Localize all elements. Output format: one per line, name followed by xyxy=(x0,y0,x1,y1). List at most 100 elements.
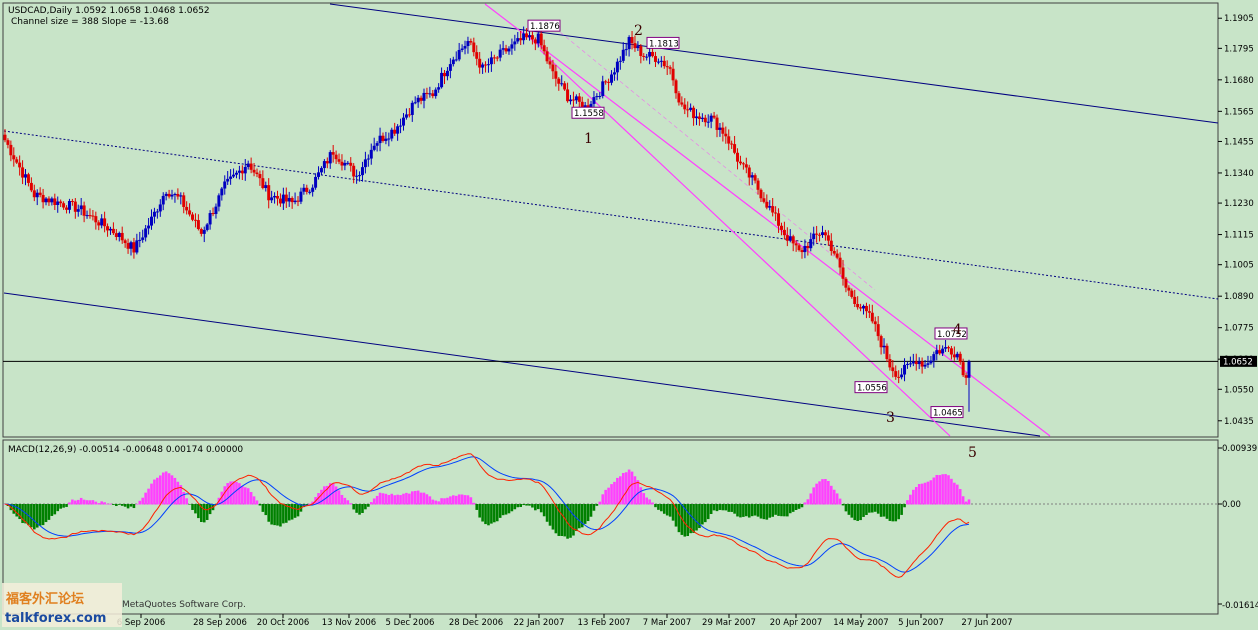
macd-histogram-bar xyxy=(800,504,804,508)
candle-body xyxy=(363,159,367,168)
macd-histogram-bar xyxy=(815,483,818,505)
candle-body xyxy=(885,345,889,360)
candle-body xyxy=(264,185,268,189)
candle-body xyxy=(428,93,432,95)
macd-histogram-bar xyxy=(91,500,95,505)
candle-body xyxy=(234,172,238,175)
candle-body xyxy=(123,240,127,244)
trend-channel-upper[interactable] xyxy=(484,3,1051,437)
candle-body xyxy=(82,205,86,216)
macd-histogram-bar xyxy=(765,504,769,520)
macd-histogram-bar xyxy=(522,504,525,506)
candle-body xyxy=(718,127,722,130)
candle-body xyxy=(586,105,590,108)
channel-lower-line[interactable] xyxy=(3,292,1041,437)
macd-histogram-bar xyxy=(621,473,625,505)
macd-histogram-bar xyxy=(871,504,874,513)
candle-body xyxy=(261,178,265,189)
candle-body xyxy=(525,33,529,38)
macd-histogram-bar xyxy=(604,489,607,505)
price-axis-label: 1.1680 xyxy=(1224,76,1254,86)
date-axis-label: 5 Jun 2007 xyxy=(898,618,944,628)
macd-histogram-bar xyxy=(774,504,777,515)
candle-body xyxy=(636,46,640,49)
macd-histogram-bar xyxy=(903,504,906,508)
macd-histogram-bar xyxy=(238,483,241,505)
price-label-text: 1.0465 xyxy=(933,409,963,419)
candle-body xyxy=(736,152,740,162)
macd-histogram-bar xyxy=(964,501,968,505)
candle-body xyxy=(958,353,962,363)
macd-histogram-bar xyxy=(747,504,751,518)
macd-histogram-bar xyxy=(97,503,101,505)
macd-histogram-bar xyxy=(158,475,162,505)
candle-body xyxy=(876,324,880,337)
macd-histogram-bar xyxy=(323,486,326,505)
candle-body xyxy=(410,102,414,115)
candle-body xyxy=(463,46,467,49)
candle-body xyxy=(941,348,945,354)
macd-histogram-bar xyxy=(668,504,672,517)
macd-histogram-bar xyxy=(516,504,520,508)
trend-channel-lower[interactable] xyxy=(539,49,951,437)
candle-body xyxy=(563,83,567,90)
macd-histogram-bar xyxy=(806,499,810,505)
candle-body xyxy=(639,46,643,56)
date-axis-label: 6 Sep 2006 xyxy=(117,618,165,628)
macd-histogram-bar xyxy=(255,500,259,505)
candle-body xyxy=(633,43,637,49)
candle-body xyxy=(730,143,734,145)
price-axis-label: 1.1230 xyxy=(1224,199,1254,209)
candle-body xyxy=(360,167,364,176)
candle-body xyxy=(683,104,687,110)
trend-channel-middle[interactable] xyxy=(554,27,876,291)
macd-histogram-bar xyxy=(308,503,312,505)
candle-body xyxy=(401,117,405,126)
candle-body xyxy=(932,354,936,361)
date-axis-label: 20 Apr 2007 xyxy=(770,618,823,628)
candle-body xyxy=(443,72,447,77)
candle-body xyxy=(293,200,297,203)
macd-histogram-bar xyxy=(331,483,335,505)
candle-body xyxy=(826,235,830,241)
candle-body xyxy=(299,191,303,202)
macd-histogram-bar xyxy=(53,504,57,515)
macd-histogram-bar xyxy=(267,504,271,522)
candle-body xyxy=(788,236,792,241)
macd-histogram-bar xyxy=(182,492,186,505)
candle-body xyxy=(135,240,139,253)
candle-body xyxy=(522,33,526,41)
candle-body xyxy=(630,37,634,44)
channel-middle-line[interactable] xyxy=(3,130,1219,300)
macd-histogram-bar xyxy=(894,504,898,522)
macd-histogram-bar xyxy=(832,489,836,505)
macd-histogram-bar xyxy=(794,504,798,510)
macd-histogram-bar xyxy=(639,487,643,505)
macd-histogram-bar xyxy=(129,504,133,507)
macd-histogram-bar xyxy=(490,504,493,524)
macd-histogram-bar xyxy=(167,473,171,505)
macd-histogram-bar xyxy=(82,499,86,505)
date-axis-label: 7 Mar 2007 xyxy=(643,618,691,628)
channel-lines xyxy=(3,3,1219,437)
candle-body xyxy=(384,138,388,141)
candle-body xyxy=(492,57,496,59)
macd-histogram-bar xyxy=(164,471,168,505)
candle-body xyxy=(624,49,628,51)
price-label-text: 1.1876 xyxy=(530,22,560,32)
candle-body xyxy=(756,180,760,190)
channel-upper-line[interactable] xyxy=(329,3,1219,124)
candle-body xyxy=(935,350,939,355)
candle-body xyxy=(803,245,807,253)
candle-body xyxy=(202,229,206,234)
macd-histogram-bar xyxy=(402,493,405,505)
candle-body xyxy=(557,78,561,84)
macd-histogram-bar xyxy=(41,504,45,526)
macd-histogram-bar xyxy=(619,476,622,505)
date-axis-label: 20 Oct 2006 xyxy=(257,618,310,628)
candle-body xyxy=(475,52,479,59)
candle-body xyxy=(273,195,277,198)
candle-body xyxy=(867,311,871,313)
